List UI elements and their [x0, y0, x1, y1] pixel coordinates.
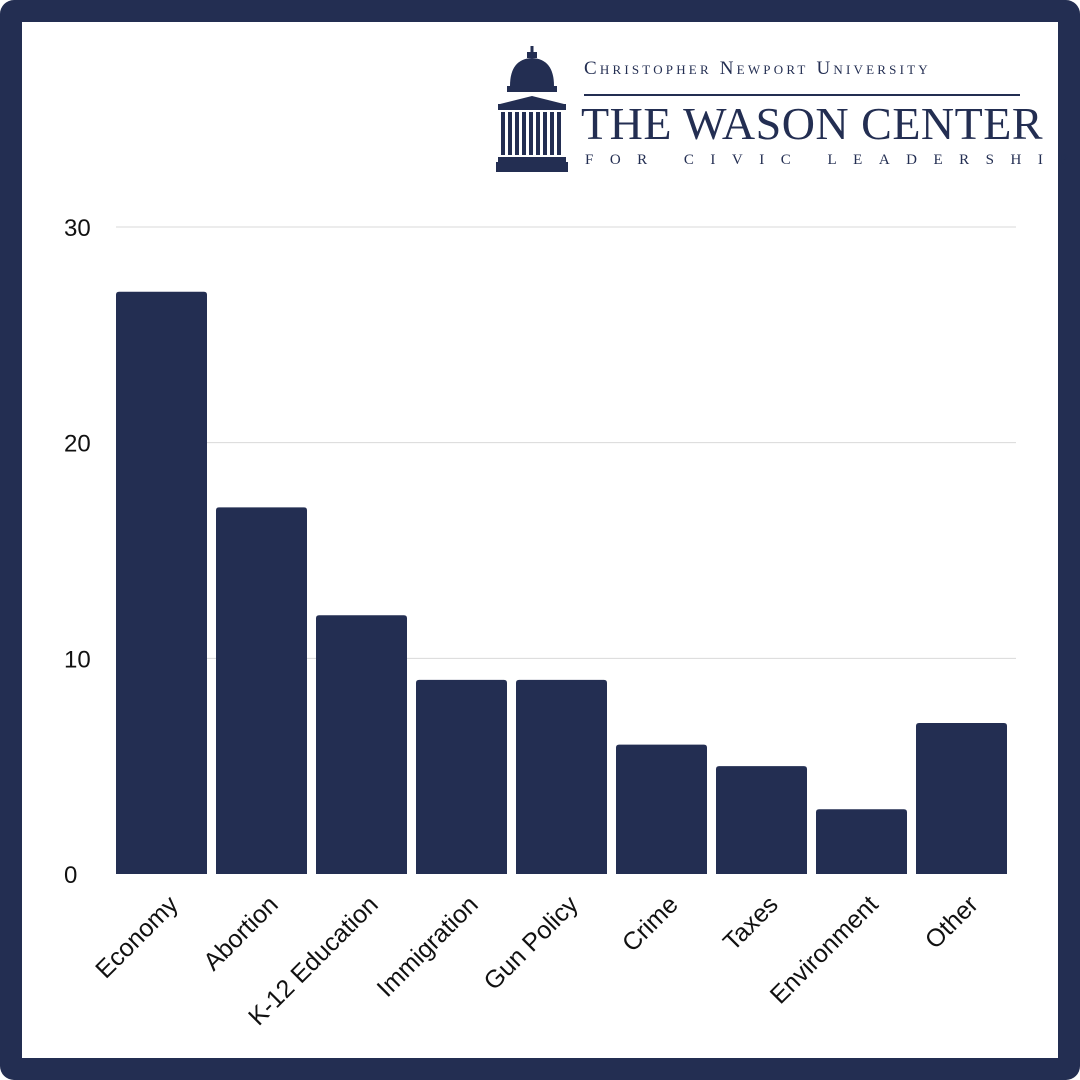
bar: [716, 766, 807, 874]
x-tick-label: Gun Policy: [478, 890, 584, 996]
x-tick-label: Other: [920, 890, 984, 954]
y-tick-label: 30: [64, 215, 91, 242]
bar: [516, 679, 607, 874]
x-tick-label: Taxes: [718, 890, 784, 956]
y-tick-label: 0: [64, 862, 77, 889]
bar: [816, 809, 907, 874]
bar: [116, 291, 207, 874]
logo-center-name: THE WASON CENTER: [581, 98, 1044, 149]
logo-university: Christopher Newport University: [584, 58, 931, 79]
bar: [316, 615, 407, 874]
bar: [916, 723, 1007, 874]
wason-center-logo: Christopher Newport University THE WASON…: [496, 42, 1068, 177]
y-tick-label: 10: [64, 646, 91, 673]
x-tick-label: Economy: [90, 890, 184, 984]
x-tick-label: Environment: [765, 890, 884, 1009]
logo-divider: [584, 94, 1020, 96]
x-tick-label: Immigration: [372, 890, 484, 1002]
bar: [416, 679, 507, 874]
bar: [616, 744, 707, 874]
x-tick-label: Crime: [617, 890, 684, 957]
y-tick-label: 20: [64, 431, 91, 458]
capitol-building-icon: [496, 46, 568, 172]
bar: [216, 507, 307, 874]
logo-subtitle: FOR CIVIC LEADERSHIP: [585, 152, 1080, 168]
x-tick-label: Abortion: [198, 890, 284, 976]
